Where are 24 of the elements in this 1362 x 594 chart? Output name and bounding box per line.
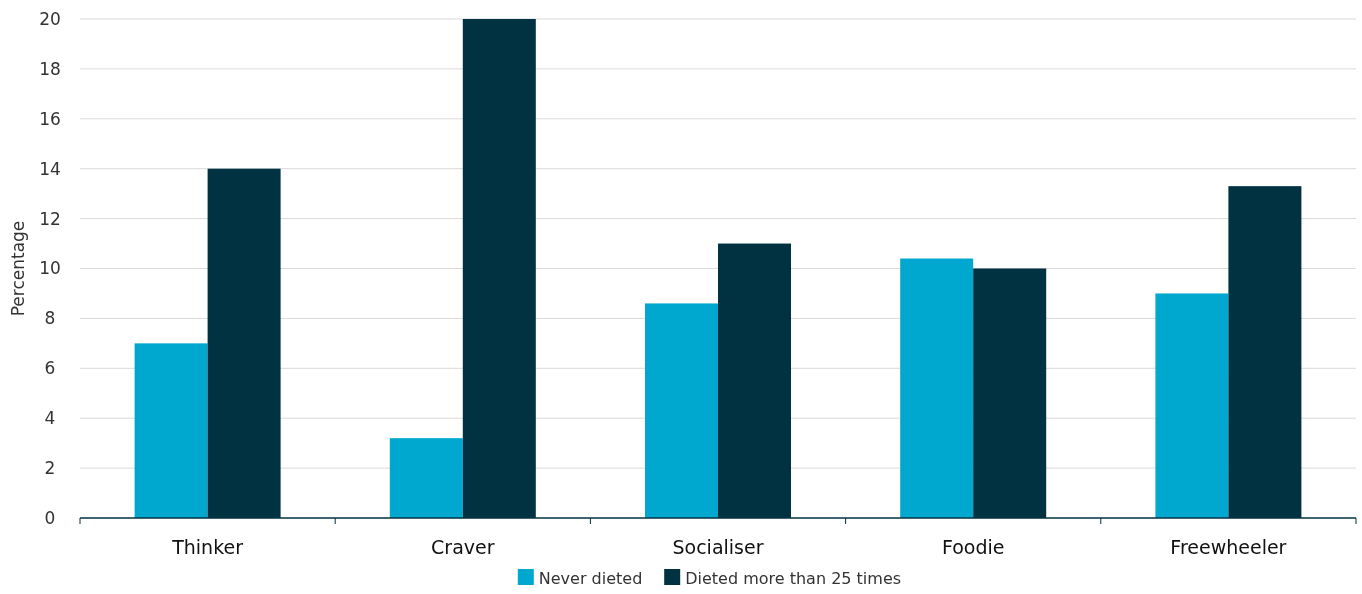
- y-tick-label: 4: [44, 408, 56, 429]
- x-tick-label: Freewheeler: [1170, 536, 1287, 558]
- y-tick-label: 12: [39, 208, 61, 229]
- bar: [645, 303, 718, 518]
- y-tick-label: 0: [44, 507, 56, 528]
- bar: [900, 258, 974, 518]
- x-tick-label: Foodie: [941, 536, 1005, 558]
- y-tick-label: 16: [39, 108, 61, 129]
- y-tick-label: 14: [39, 158, 61, 179]
- y-axis-title: Percentage: [8, 220, 28, 317]
- y-tick-label: 8: [44, 308, 56, 329]
- x-tick-label: Thinker: [171, 536, 244, 558]
- bar: [134, 343, 208, 518]
- y-tick-label: 10: [39, 258, 61, 279]
- legend-label: Never dieted: [538, 569, 643, 588]
- y-tick-label: 18: [39, 58, 61, 79]
- bar: [1155, 293, 1229, 518]
- x-tick-label: Socialiser: [672, 536, 764, 558]
- y-tick-label: 20: [39, 8, 61, 29]
- y-tick-label: 6: [44, 358, 56, 379]
- x-tick-label: Craver: [431, 536, 495, 558]
- bar: [389, 438, 463, 518]
- legend-label: Dieted more than 25 times: [685, 569, 902, 588]
- y-tick-label: 2: [44, 458, 56, 479]
